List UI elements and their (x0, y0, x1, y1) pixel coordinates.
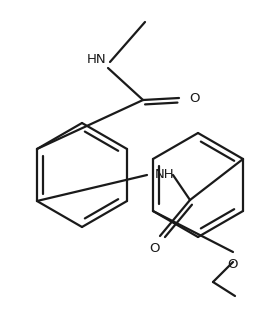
Text: HN: HN (86, 53, 106, 66)
Text: NH: NH (155, 169, 175, 182)
Text: O: O (189, 92, 200, 105)
Text: O: O (228, 258, 238, 271)
Text: O: O (150, 242, 160, 255)
